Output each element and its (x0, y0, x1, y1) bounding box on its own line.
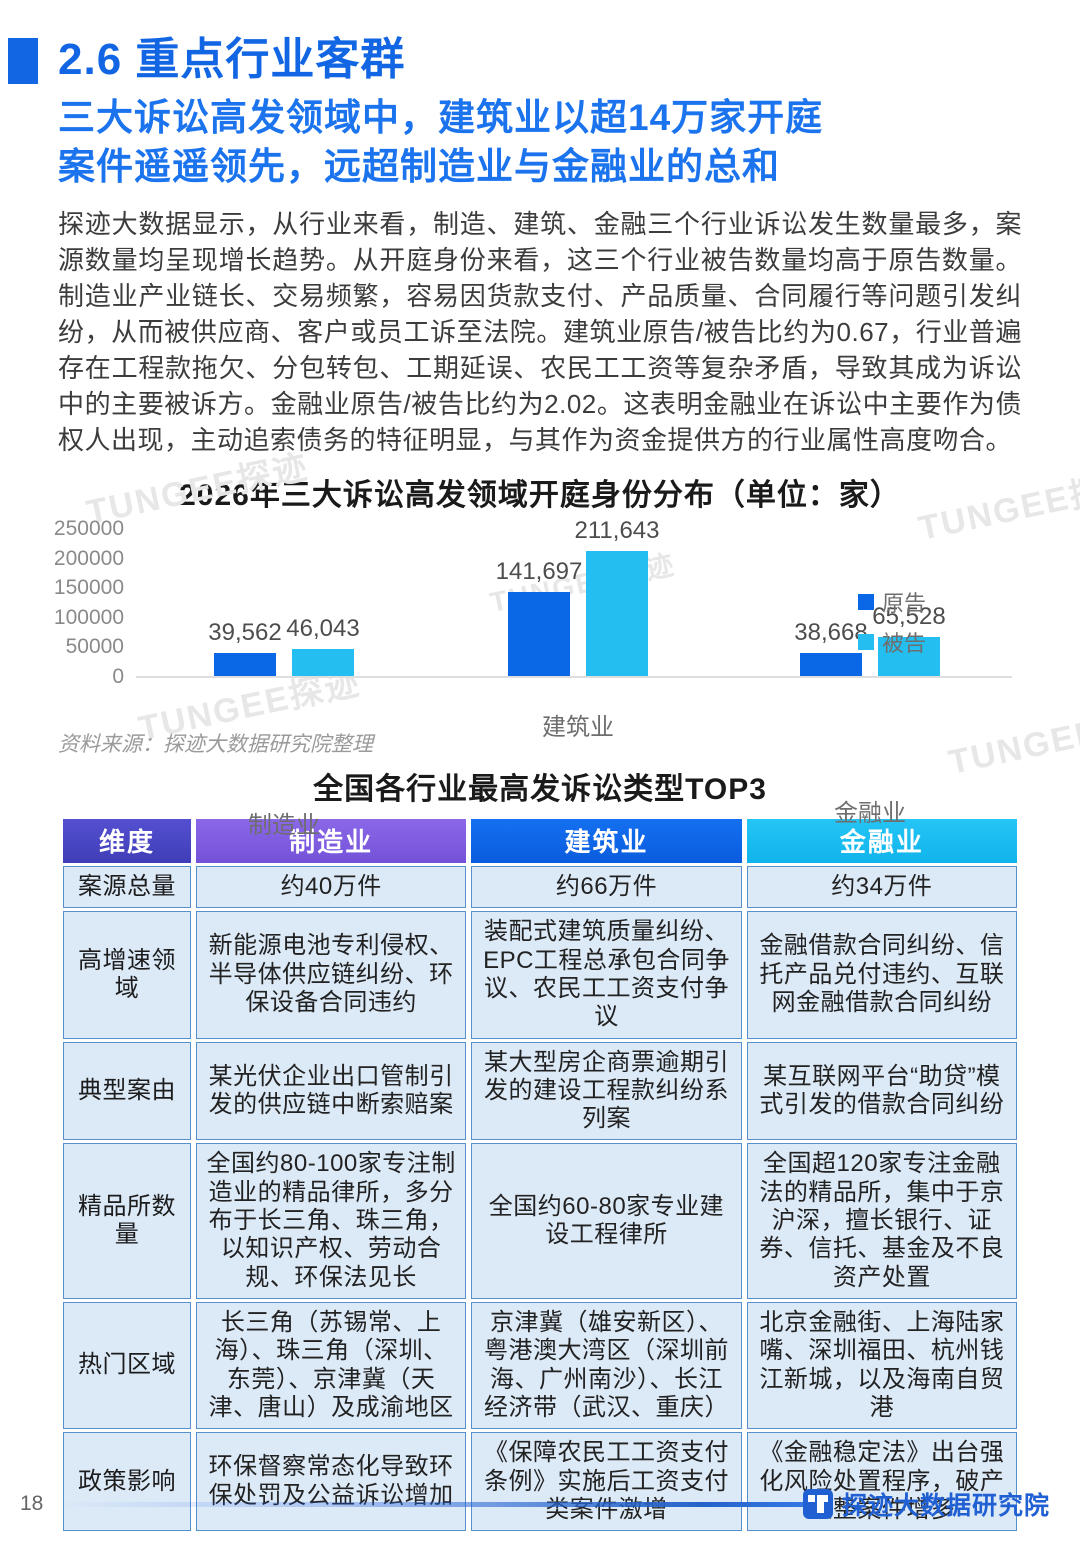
table-cell: 约34万件 (746, 865, 1017, 909)
bar-被告-建筑业: 211,643 (575, 517, 659, 676)
table-cell: 约40万件 (196, 865, 467, 909)
row-label: 热门区域 (63, 1302, 191, 1430)
table-cell: 新能源电池专利侵权、半导体供应链纠纷、环保设备合同违约 (196, 911, 467, 1039)
tungee-logo-icon (802, 1489, 833, 1519)
y-axis-tick: 150000 (53, 575, 124, 599)
row-label: 精品所数量 (63, 1143, 191, 1300)
row-label: 高增速领域 (63, 911, 191, 1039)
table-cell: 某互联网平台“助贷”模式引发的借款合同纠纷 (746, 1041, 1017, 1141)
y-axis-tick: 250000 (53, 516, 124, 540)
bar-原告-建筑业: 141,697 (496, 558, 582, 676)
legend-label: 被告 (882, 630, 927, 656)
chart-plot: 39,562 46,043 制造业 141,697 211,643 建筑业 38,668 65… (136, 517, 1012, 839)
bar-value-label: 65,528 (872, 602, 946, 630)
page-subtitle: 三大诉讼高发领域中，建筑业以超14万家开庭 案件遥遥领先，远超制造业与金融业的总… (58, 93, 1022, 192)
table-row: 精品所数量 全国约80-100家专注制造业的精品律所，多分布于长三角、珠三角，以… (63, 1143, 1017, 1300)
header-manufacturing: 制造业 (196, 818, 467, 863)
subtitle-line-1: 三大诉讼高发领域中，建筑业以超14万家开庭 (58, 96, 824, 138)
table-row: 高增速领域 新能源电池专利侵权、半导体供应链纠纷、环保设备合同违约 装配式建筑质… (63, 911, 1017, 1039)
table-cell: 《保障农民工工资支付条例》实施后工资支付类案件激增 (471, 1432, 742, 1532)
table-cell: 全国约60-80家专业建设工程律所 (471, 1143, 742, 1300)
table-cell: 金融借款合同纠纷、信托产品兑付违约、互联网金融借款合同纠纷 (746, 911, 1017, 1039)
bar-原告-金融业: 38,668 (794, 619, 868, 676)
legend-label: 原告 (882, 590, 927, 616)
table-cell: 《金融稳定法》出台强化风险处置程序，破产重整案件增多 (746, 1432, 1017, 1532)
table-header-row: 维度 制造业 建筑业 金融业 (63, 818, 1017, 863)
bar-group: 141,697 211,643 建筑业 (496, 517, 660, 741)
bar-value-label: 38,668 (794, 618, 868, 646)
brand-name: 探迹大数据研究院 (841, 1492, 1050, 1520)
table-cell: 全国超120家专注金融法的精品所，集中于京沪深，擅长银行、证券、信托、基金及不良… (746, 1143, 1017, 1300)
table-cell: 某大型房企商票逾期引发的建设工程款纠纷系列案 (471, 1041, 742, 1141)
bar-被告-金融业: 65,528 (872, 603, 946, 676)
body-paragraph: 探迹大数据显示，从行业来看，制造、建筑、金融三个行业诉讼发生数量最多，案源数量均… (58, 208, 1023, 455)
table-cell: 长三角（苏锡常、上海）、珠三角（深圳、东莞）、京津冀（天津、唐山）及成渝地区 (196, 1302, 467, 1430)
chart-source: 资料来源：探迹大数据研究院整理 (58, 732, 373, 756)
section-marker (8, 38, 38, 84)
chart-title: 2026年三大诉讼高发领域开庭身份分布（单位：家） (179, 478, 901, 512)
chart-legend: 原告 被告 (858, 586, 926, 658)
legend-item: 被告 (858, 626, 926, 658)
page-footer: 18 探迹大数据研究院 (0, 1486, 1080, 1526)
category-label: 建筑业 (542, 713, 614, 741)
brand-lockup: 探迹大数据研究院 (802, 1486, 1050, 1522)
footer-divider (56, 1502, 816, 1507)
y-axis-tick: 50000 (65, 634, 124, 658)
bar-chart: 0 50000 100000 150000 200000 250000 39,562 46,… (54, 517, 1022, 839)
y-axis-tick: 0 (112, 664, 124, 688)
page-title: 2.6 重点行业客群 (58, 35, 406, 84)
y-axis-tick: 200000 (53, 546, 124, 570)
table-cell: 约66万件 (471, 865, 742, 909)
bar-value-label: 211,643 (574, 516, 660, 544)
legend-swatch-blue (858, 593, 874, 610)
bar-value-label: 39,562 (208, 618, 282, 646)
category-label: 制造业 (248, 811, 320, 839)
table-title: 全国各行业最高发诉讼类型TOP3 (313, 772, 767, 806)
category-label: 金融业 (834, 799, 906, 827)
row-label: 案源总量 (63, 865, 191, 909)
subtitle-line-2: 案件遥遥领先，远超制造业与金融业的总和 (58, 146, 780, 188)
bar-value-label: 141,697 (495, 557, 583, 585)
chart-baseline (136, 675, 1012, 678)
header-finance: 金融业 (746, 818, 1017, 863)
table-section: 全国各行业最高发诉讼类型TOP3 维度 制造业 建筑业 金融业 案源总量 约40… (58, 764, 1022, 1542)
chart-section: TUNGEE探迹 TUNGEE探迹 TUNGEE探迹 TUNGEE探迹 TUNG… (54, 448, 1080, 839)
y-axis-tick: 100000 (53, 605, 124, 629)
bar-被告-制造业: 46,043 (286, 615, 360, 676)
table-cell: 北京金融街、上海陆家嘴、深圳福田、杭州钱江新城，以及海南自贸港 (746, 1302, 1017, 1430)
legend-swatch-cyan (858, 633, 874, 650)
table-row: 案源总量 约40万件 约66万件 约34万件 (63, 865, 1017, 909)
chart-y-axis: 0 50000 100000 150000 200000 250000 (54, 518, 124, 687)
table-cell: 装配式建筑质量纠纷、EPC工程总承包合同争议、农民工工资支付争议 (471, 911, 742, 1039)
bar-group: 39,562 46,043 制造业 (208, 615, 360, 839)
bar-group: 38,668 65,528 金融业 (794, 603, 946, 827)
section-heading: 2.6 重点行业客群 (8, 34, 1022, 87)
header-construction: 建筑业 (471, 818, 742, 863)
legend-item: 原告 (858, 586, 926, 618)
table-cell: 某光伏企业出口管制引发的供应链中断索赔案 (196, 1041, 467, 1141)
table-row: 典型案由 某光伏企业出口管制引发的供应链中断索赔案 某大型房企商票逾期引发的建设… (63, 1041, 1017, 1141)
table-row: 政策影响 环保督察常态化导致环保处罚及公益诉讼增加 《保障农民工工资支付条例》实… (63, 1432, 1017, 1532)
table-cell: 京津冀（雄安新区）、粤港澳大湾区（深圳前海、广州南沙）、长江经济带（武汉、重庆） (471, 1302, 742, 1430)
row-label: 典型案由 (63, 1041, 191, 1141)
bar-原告-制造业: 39,562 (208, 619, 282, 676)
header-dimension: 维度 (63, 818, 191, 863)
table-cell: 全国约80-100家专注制造业的精品律所，多分布于长三角、珠三角，以知识产权、劳… (196, 1143, 467, 1300)
row-label: 政策影响 (63, 1432, 191, 1532)
page-number: 18 (20, 1492, 44, 1515)
industry-top3-table: 维度 制造业 建筑业 金融业 案源总量 约40万件 约66万件 约34万件 高增… (58, 816, 1022, 1534)
bar-value-label: 46,043 (286, 614, 360, 642)
table-row: 热门区域 长三角（苏锡常、上海）、珠三角（深圳、东莞）、京津冀（天津、唐山）及成… (63, 1302, 1017, 1430)
